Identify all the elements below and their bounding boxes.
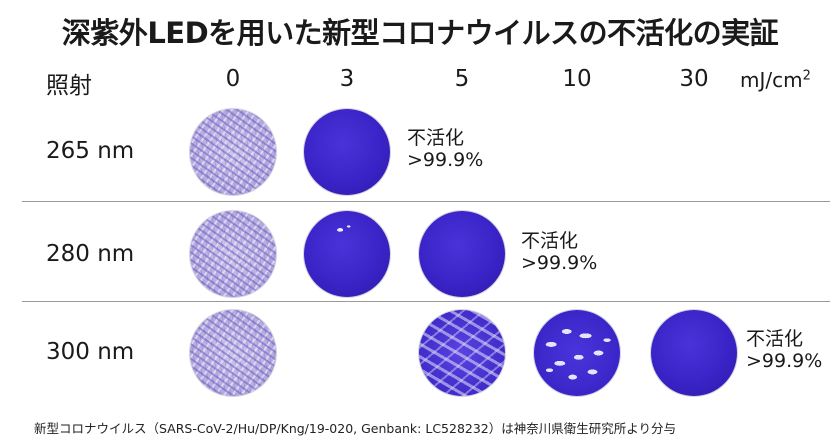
row-label-265nm: 265 nm [46,138,135,164]
inactivation-value: >99.9% [746,350,823,372]
row-label-300nm: 300 nm [46,339,135,365]
plate-280nm-dose-5 [419,211,505,297]
dose-unit-superscript: 2 [802,68,811,84]
plate-300nm-dose-10 [534,310,620,396]
row-label-280nm: 280 nm [46,241,135,267]
plate-280nm-dose-3 [304,211,390,297]
inactivation-label: 不活化 [521,230,579,252]
irradiation-header: 照射 [46,73,92,99]
inactivation-note-265nm: 不活化 >99.9% [407,127,483,171]
plate-300nm-dose-0 [190,310,276,396]
dose-header-5: 5 [454,66,470,92]
dose-unit-text: mJ/cm [740,68,803,92]
inactivation-note-300nm: 不活化 >99.9% [746,328,822,372]
row-separator [22,301,830,302]
source-footnote: 新型コロナウイルス（SARS-CoV-2/Hu/DP/Kng/19-020, G… [34,421,677,436]
plate-265nm-dose-0 [190,109,276,195]
plate-300nm-dose-5 [419,310,505,396]
inactivation-value: >99.9% [521,252,598,274]
inactivation-label: 不活化 [746,328,804,350]
dose-header-30: 30 [679,66,709,92]
dose-header-3: 3 [339,66,355,92]
dose-header-0: 0 [225,66,241,92]
plate-300nm-dose-30 [651,310,737,396]
inactivation-value: >99.9% [407,149,484,171]
inactivation-note-280nm: 不活化 >99.9% [521,230,597,274]
dose-unit: mJ/cm2 [740,68,811,92]
plate-280nm-dose-0 [190,211,276,297]
plate-265nm-dose-3 [304,109,390,195]
row-separator [22,201,830,202]
page-title: 深紫外LEDを用いた新型コロナウイルスの不活化の実証 [61,16,779,50]
inactivation-label: 不活化 [407,127,465,149]
dose-header-10: 10 [562,66,592,92]
